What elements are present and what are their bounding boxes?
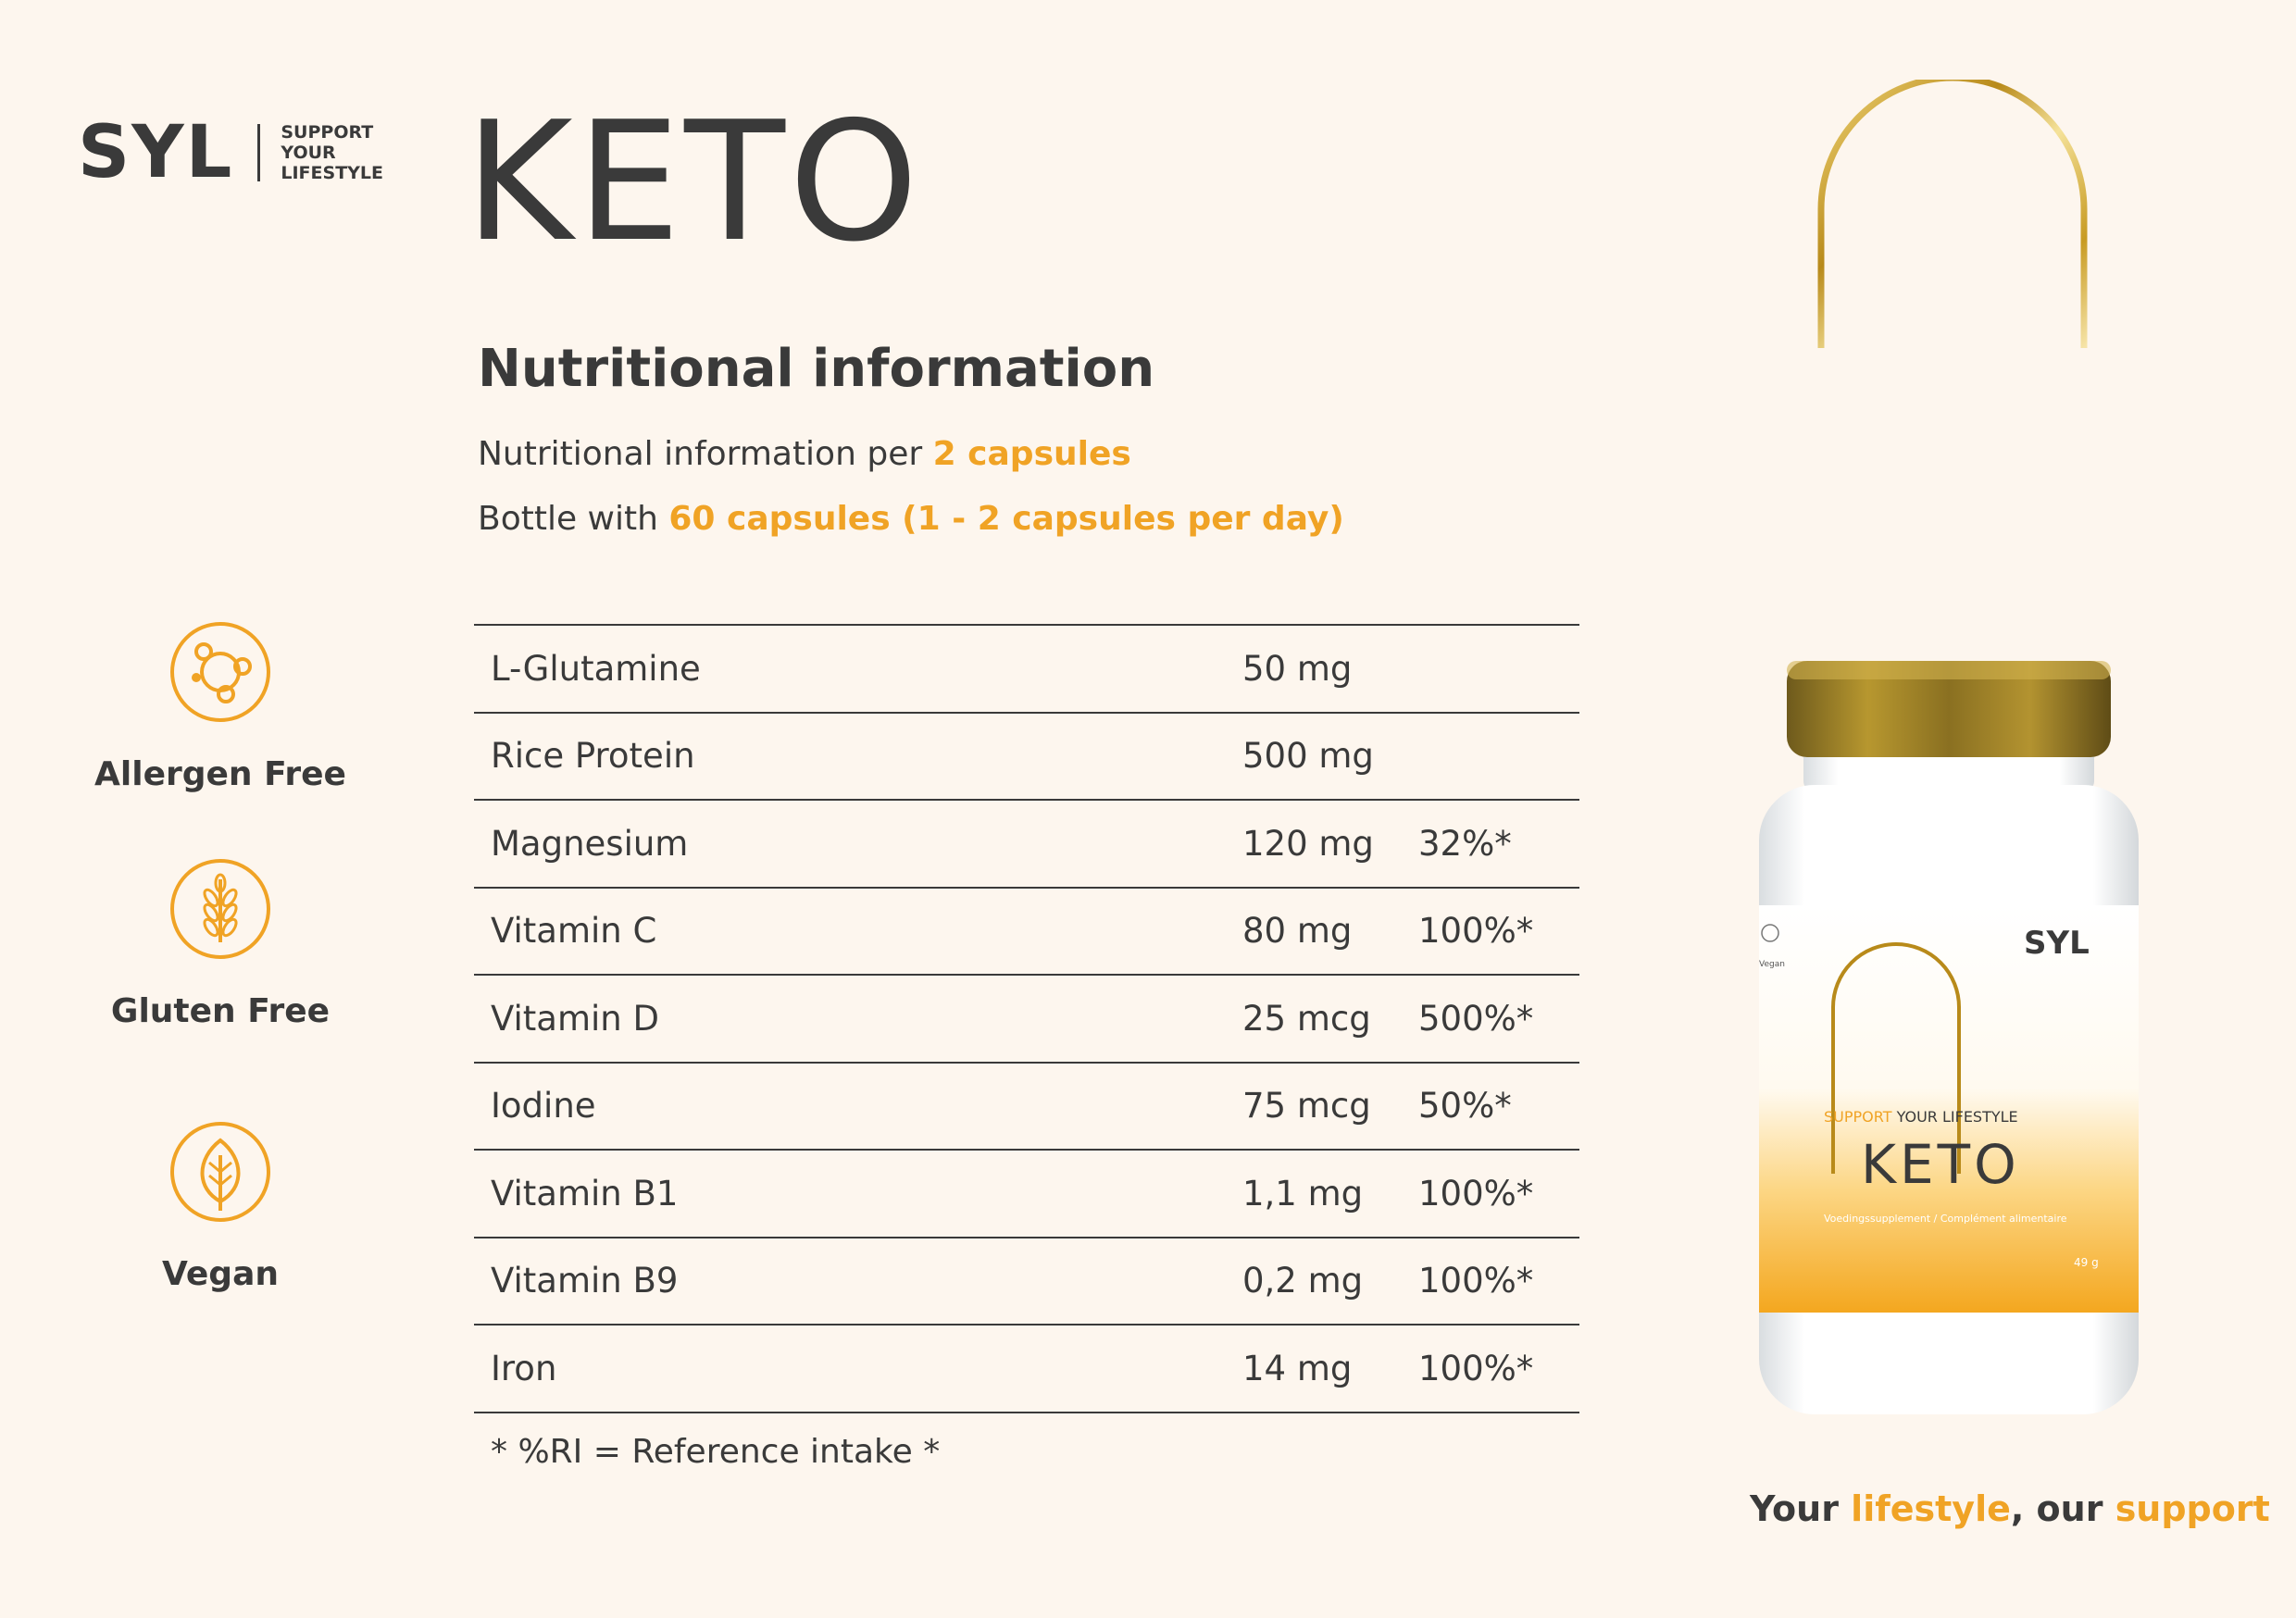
nutrient-ri: 50%* — [1418, 1086, 1512, 1126]
nutrient-amount: 25 mcg — [1242, 998, 1371, 1039]
nutrient-name: Magnesium — [491, 823, 689, 864]
tagline-highlight-1: lifestyle — [1851, 1488, 2011, 1529]
nutrient-name: Vitamin B9 — [491, 1261, 679, 1301]
page-title: KETO — [465, 86, 923, 278]
table-row: Iodine 75 mcg 50%* — [474, 1064, 1579, 1151]
nutrient-amount: 75 mcg — [1242, 1086, 1371, 1126]
nutrient-amount: 120 mg — [1242, 823, 1374, 864]
nutrient-name: Vitamin D — [491, 998, 659, 1039]
nutrient-name: L-Glutamine — [491, 648, 701, 689]
table-row: Vitamin C 80 mg 100%* — [474, 889, 1579, 976]
nutrient-amount: 80 mg — [1242, 911, 1353, 952]
table-row: Vitamin B9 0,2 mg 100%* — [474, 1238, 1579, 1326]
nutrient-name: Vitamin C — [491, 911, 657, 952]
logo-mark: SYL — [78, 111, 234, 194]
nutrient-ri: 500%* — [1418, 998, 1534, 1039]
brand-logo: SYL SUPPORT YOUR LIFESTYLE — [78, 117, 383, 189]
bottle-side-label: Vegan — [1759, 960, 1785, 969]
bottle-info-prefix: Bottle with — [478, 500, 669, 538]
tagline-part-1: Your — [1750, 1488, 1852, 1529]
tagline-highlight-2: support — [2115, 1488, 2270, 1529]
nutrient-ri: 100%* — [1418, 1173, 1534, 1214]
tagline-part-2: , our — [2010, 1488, 2115, 1529]
nutrition-table: L-Glutamine 50 mg Rice Protein 500 mg Ma… — [474, 624, 1579, 1413]
serving-info-prefix: Nutritional information per — [478, 435, 933, 473]
footer-tagline: Your lifestyle, our support — [1750, 1488, 2270, 1529]
nutrient-amount: 50 mg — [1242, 648, 1353, 689]
nutrient-name: Rice Protein — [491, 736, 695, 777]
nutrient-amount: 1,1 mg — [1242, 1173, 1364, 1214]
nutrient-amount: 0,2 mg — [1242, 1261, 1364, 1301]
table-row: L-Glutamine 50 mg — [474, 626, 1579, 714]
bottle-subtitle: Voedingssupplement / Complément alimenta… — [1824, 1213, 2067, 1225]
bottle-weight: 49 g — [2074, 1256, 2099, 1269]
logo-divider — [257, 124, 261, 181]
logo-tagline-line-1: SUPPORT — [281, 122, 374, 143]
reference-intake-footnote: * %RI = Reference intake * — [491, 1433, 941, 1471]
logo-tagline: SUPPORT YOUR LIFESTYLE — [281, 122, 383, 183]
nutrient-name: Vitamin B1 — [491, 1173, 679, 1214]
gold-arch-decoration — [1817, 80, 2088, 348]
bottle-brand: SYL — [2024, 925, 2090, 962]
nutrient-ri: 32%* — [1418, 823, 1512, 864]
feature-vegan: Vegan — [83, 1120, 357, 1293]
section-title: Nutritional information — [478, 339, 1155, 399]
bottle-info-highlight: 60 capsules (1 - 2 capsules per day) — [668, 500, 1344, 538]
nutrient-amount: 14 mg — [1242, 1348, 1353, 1388]
nutrient-name: Iodine — [491, 1086, 596, 1126]
table-row: Iron 14 mg 100%* — [474, 1326, 1579, 1413]
bottle-product-name: KETO — [1861, 1133, 2020, 1196]
nutrient-ri: 100%* — [1418, 1348, 1534, 1388]
feature-allergen-free: Allergen Free — [83, 620, 357, 793]
leaf-icon — [170, 1122, 270, 1222]
bottle-info: Bottle with 60 capsules (1 - 2 capsules … — [478, 500, 1344, 538]
serving-info-highlight: 2 capsules — [932, 435, 1131, 473]
logo-tagline-line-2: YOUR — [281, 143, 336, 163]
table-row: Vitamin B1 1,1 mg 100%* — [474, 1151, 1579, 1238]
table-row: Vitamin D 25 mcg 500%* — [474, 976, 1579, 1064]
nutrient-amount: 500 mg — [1242, 736, 1374, 777]
serving-info: Nutritional information per 2 capsules — [478, 435, 1131, 473]
feature-label: Vegan — [162, 1255, 279, 1293]
wheat-icon — [170, 859, 270, 959]
table-row: Magnesium 120 mg 32%* — [474, 801, 1579, 889]
nutrient-ri: 100%* — [1418, 1261, 1534, 1301]
product-bottle-image: SYL SUPPORT YOUR LIFESTYLE KETO Voedings… — [1759, 661, 2139, 1414]
logo-tagline-line-3: LIFESTYLE — [281, 163, 383, 183]
bottle-your-lifestyle: YOUR LIFESTYLE — [1891, 1108, 2017, 1126]
feature-gluten-free: Gluten Free — [83, 857, 357, 1030]
table-row: Rice Protein 500 mg — [474, 714, 1579, 801]
molecule-icon — [170, 622, 270, 722]
svg-text:SUPPORT YOUR LIFESTYLE: SUPPORT YOUR LIFESTYLE — [1824, 1108, 2018, 1126]
feature-label: Gluten Free — [110, 992, 331, 1030]
nutrient-ri: 100%* — [1418, 911, 1534, 952]
feature-label: Allergen Free — [94, 755, 346, 793]
nutrient-name: Iron — [491, 1348, 557, 1388]
bottle-support: SUPPORT — [1824, 1108, 1892, 1126]
